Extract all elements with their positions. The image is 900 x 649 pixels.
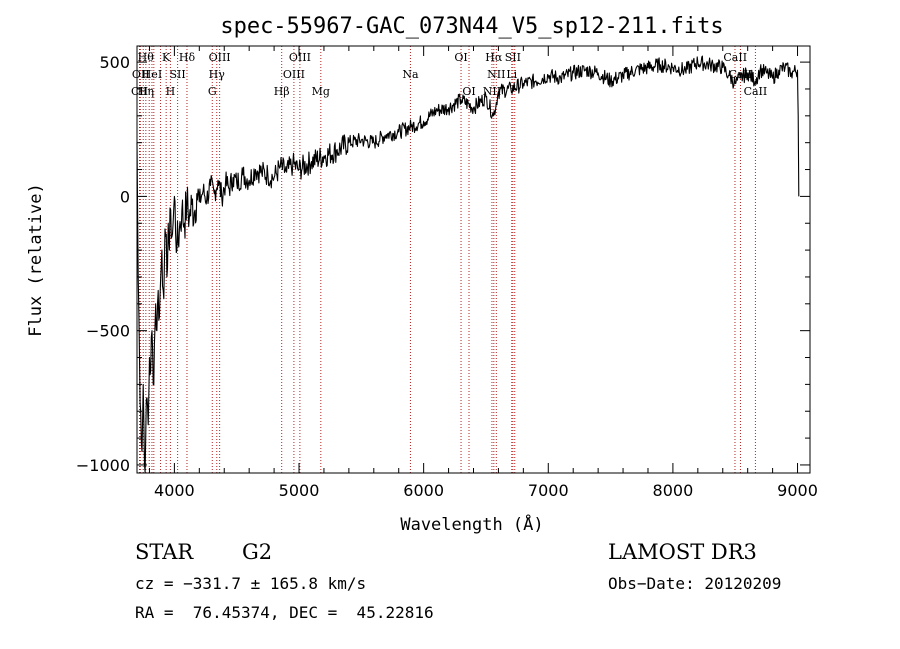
- chart-title: spec-55967-GAC_073N44_V5_sp12-211.fits: [220, 14, 723, 39]
- emission-line-markers: [138, 46, 756, 473]
- line-label: CaII: [723, 51, 747, 64]
- flux-line: [136, 55, 800, 473]
- object-subclass: G2: [242, 540, 273, 564]
- x-tick-label: 5000: [279, 481, 320, 500]
- survey-name: LAMOST DR3: [608, 540, 757, 564]
- observation-date: Obs−Date: 20120209: [608, 574, 782, 593]
- x-tick-label: 4000: [154, 481, 195, 500]
- object-class: STAR: [135, 540, 194, 564]
- line-label: Hθ: [138, 51, 155, 64]
- line-label: OIII: [289, 51, 311, 64]
- line-label: SII: [170, 68, 186, 81]
- line-label: Hγ: [209, 68, 226, 81]
- line-label: Na: [402, 68, 419, 81]
- x-tick-label: 6000: [403, 481, 444, 500]
- line-label: H: [166, 85, 176, 98]
- x-tick-label: 7000: [528, 481, 569, 500]
- line-label: NII: [487, 68, 505, 81]
- ra-dec-coordinates: RA = 76.45374, DEC = 45.22816: [135, 603, 434, 622]
- plot-axes: 4000 5000 6000 7000 8000 9000 −1000 −500 0 500: [76, 45, 818, 500]
- y-tick-label: −500: [86, 322, 130, 341]
- line-label: CII: [131, 85, 148, 98]
- line-label: OIII: [283, 68, 305, 81]
- line-label: SII: [505, 51, 521, 64]
- line-label: G: [208, 85, 217, 98]
- x-tick-label: 8000: [653, 481, 694, 500]
- x-tick-label: 9000: [777, 481, 818, 500]
- line-label: Hη: [138, 85, 154, 98]
- line-label: Mg: [312, 85, 330, 98]
- line-label: Li: [506, 68, 517, 81]
- y-tick-label: 500: [99, 53, 130, 72]
- line-label: Hβ: [274, 85, 290, 98]
- y-tick-label: −1000: [76, 456, 130, 475]
- line-label: Hδ: [179, 51, 196, 64]
- line-label: OII: [132, 68, 150, 81]
- line-label: NII: [483, 85, 501, 98]
- y-tick-label: 0: [120, 187, 130, 206]
- line-label: Hα: [485, 51, 503, 64]
- y-axis-label: Flux (relative): [26, 183, 46, 337]
- line-label: HeI: [142, 68, 162, 81]
- line-label: OI: [454, 51, 467, 64]
- line-label: OIII: [209, 51, 231, 64]
- line-label: K: [162, 51, 171, 64]
- redshift-velocity: cz = −331.7 ± 165.8 km/s: [135, 574, 367, 593]
- line-label: OI: [462, 85, 475, 98]
- x-axis-label: Wavelength (Å): [400, 513, 543, 535]
- line-label: CaII: [744, 85, 768, 98]
- spectrum-series: [136, 55, 800, 473]
